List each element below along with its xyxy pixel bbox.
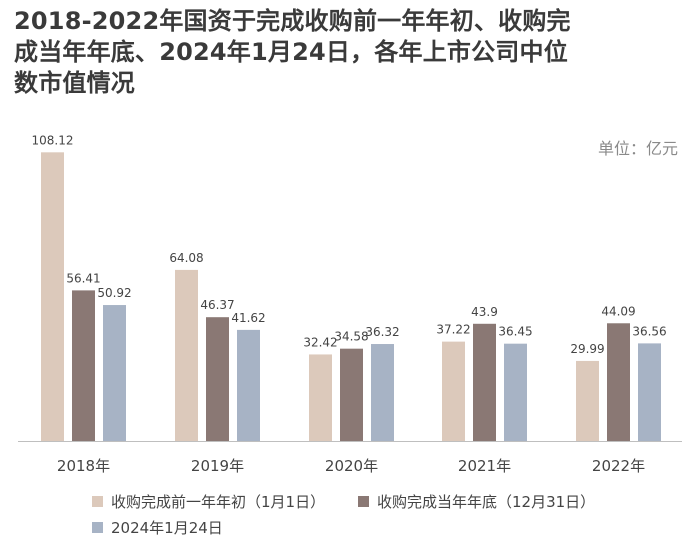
x-tick-label: 2022年 <box>592 457 645 475</box>
unit-label: 单位：亿元 <box>597 139 678 158</box>
bar-2019年-series-1 <box>206 317 229 441</box>
data-label: 36.56 <box>632 324 666 338</box>
bar-2020年-series-1 <box>340 348 363 441</box>
bar-2022年-series-1 <box>607 323 630 441</box>
data-label: 46.37 <box>200 298 234 312</box>
data-label: 108.12 <box>32 133 74 147</box>
legend-label: 收购完成当年年底（12月31日） <box>377 493 596 511</box>
data-label: 50.92 <box>97 286 131 300</box>
data-label: 43.9 <box>471 305 498 319</box>
data-label: 29.99 <box>570 342 604 356</box>
x-tick-label: 2020年 <box>325 457 378 475</box>
data-label: 37.22 <box>436 323 470 337</box>
bar-2022年-series-2 <box>638 343 661 441</box>
data-label: 41.62 <box>231 311 265 325</box>
bar-2021年-series-1 <box>473 323 496 441</box>
legend-swatch <box>358 496 369 507</box>
data-label: 32.42 <box>303 335 337 349</box>
x-tick-label: 2021年 <box>458 457 511 475</box>
data-label: 44.09 <box>601 304 635 318</box>
bar-2019年-series-0 <box>175 269 198 441</box>
bar-2022年-series-0 <box>576 360 599 441</box>
x-tick-label: 2019年 <box>191 457 244 475</box>
data-label: 34.58 <box>334 330 368 344</box>
bar-2021年-series-0 <box>442 341 465 441</box>
bar-2018年-series-2 <box>103 305 126 441</box>
legend-label: 2024年1月24日 <box>111 519 223 537</box>
bar-2021年-series-2 <box>504 343 527 441</box>
data-label: 36.32 <box>365 325 399 339</box>
x-tick-label: 2018年 <box>57 457 110 475</box>
bar-2019年-series-2 <box>237 329 260 441</box>
legend-swatch <box>92 496 103 507</box>
legend-swatch <box>92 522 103 533</box>
legend-item-before-acquisition: 收购完成前一年年初（1月1日） <box>92 491 325 512</box>
chart-title: 2018-2022年国资于完成收购前一年年初、收购完成当年年底、2024年1月2… <box>14 7 571 97</box>
data-label: 64.08 <box>169 251 203 265</box>
data-label: 56.41 <box>66 271 100 285</box>
bar-2018年-series-0 <box>41 152 64 442</box>
data-label: 36.45 <box>498 325 532 339</box>
legend-item-acquisition-year-end: 收购完成当年年底（12月31日） <box>358 491 595 512</box>
bar-2020年-series-2 <box>371 344 394 441</box>
legend-label: 收购完成前一年年初（1月1日） <box>111 493 326 511</box>
legend-item-2024-01-24: 2024年1月24日 <box>92 517 223 538</box>
bar-2020年-series-0 <box>309 354 332 441</box>
bar-2018年-series-1 <box>72 290 95 441</box>
